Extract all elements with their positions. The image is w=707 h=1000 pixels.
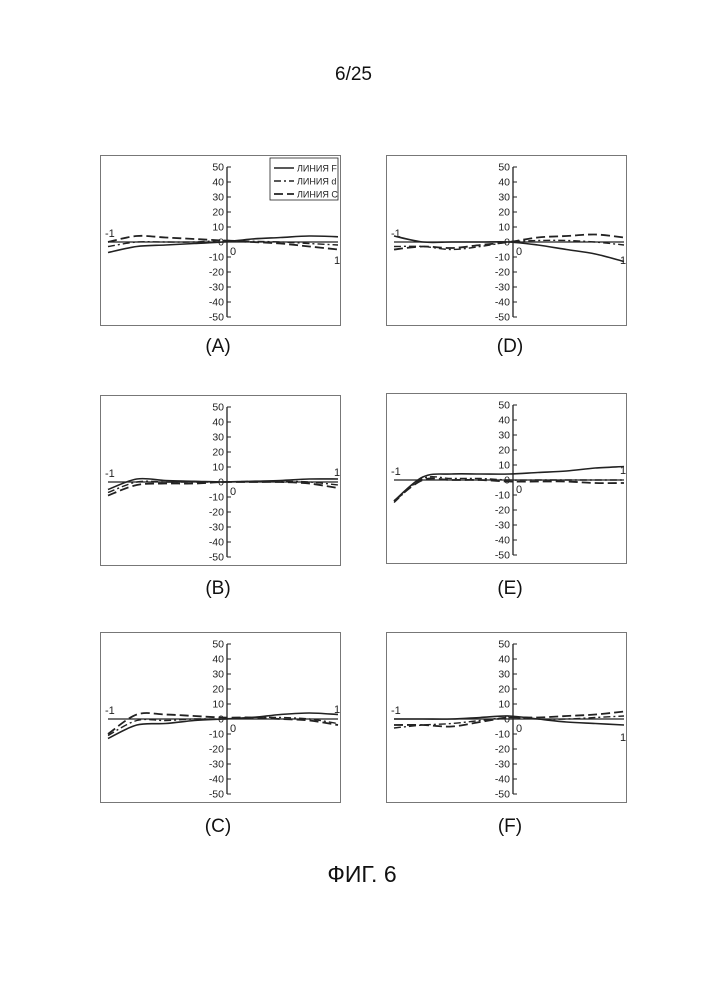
y-tick-label: 30 [498, 669, 510, 681]
y-tick-label: -30 [495, 282, 510, 294]
page-number: 6/25 [0, 64, 707, 86]
chart-panel-b: 50403020100-10-20-30-40-50-101 [100, 395, 341, 566]
caption-f: (F) [470, 816, 550, 838]
x-tick-label: -1 [391, 466, 401, 478]
chart-svg: 50403020100-10-20-30-40-50-101ЛИНИЯ FЛИН… [100, 155, 341, 326]
y-tick-label: -50 [209, 312, 224, 324]
y-tick-label: 40 [498, 415, 510, 427]
y-tick-label: 30 [498, 192, 510, 204]
y-tick-label: 10 [212, 462, 224, 474]
chart-svg: 50403020100-10-20-30-40-50-101 [386, 393, 627, 564]
x-tick-label: 0 [230, 486, 236, 498]
y-tick-label: -40 [209, 774, 224, 786]
legend-label: ЛИНИЯ C [297, 190, 338, 200]
caption-a: (A) [178, 336, 258, 358]
y-tick-label: 40 [498, 654, 510, 666]
y-tick-label: -10 [495, 252, 510, 264]
legend-label: ЛИНИЯ d [297, 177, 336, 187]
y-tick-label: -30 [495, 520, 510, 532]
chart-svg: 50403020100-10-20-30-40-50-101 [100, 632, 341, 803]
x-tick-label: 0 [230, 246, 236, 258]
y-tick-label: 10 [498, 222, 510, 234]
x-tick-label: 0 [516, 723, 522, 735]
y-tick-label: -20 [209, 507, 224, 519]
caption-e: (E) [470, 578, 550, 600]
y-tick-label: -20 [209, 267, 224, 279]
y-tick-label: 30 [498, 430, 510, 442]
y-tick-label: -30 [495, 759, 510, 771]
y-tick-label: -30 [209, 522, 224, 534]
caption-c: (C) [178, 816, 258, 838]
y-tick-label: -40 [495, 535, 510, 547]
chart-panel-e: 50403020100-10-20-30-40-50-101 [386, 393, 627, 564]
y-tick-label: 40 [498, 177, 510, 189]
y-tick-label: 10 [212, 222, 224, 234]
y-tick-label: 40 [212, 654, 224, 666]
y-tick-label: 10 [212, 699, 224, 711]
y-tick-label: 20 [498, 445, 510, 457]
y-tick-label: 30 [212, 432, 224, 444]
y-tick-label: 30 [212, 669, 224, 681]
y-tick-label: 50 [498, 162, 510, 174]
y-tick-label: 40 [212, 417, 224, 429]
x-tick-label: 1 [334, 255, 340, 267]
y-tick-label: -40 [495, 297, 510, 309]
chart-panel-d: 50403020100-10-20-30-40-50-101 [386, 155, 627, 326]
y-tick-label: 50 [498, 639, 510, 651]
x-tick-label: 0 [516, 484, 522, 496]
caption-d: (D) [470, 336, 550, 358]
chart-svg: 50403020100-10-20-30-40-50-101 [386, 155, 627, 326]
caption-b: (B) [178, 578, 258, 600]
x-tick-label: -1 [391, 228, 401, 240]
x-tick-label: -1 [105, 705, 115, 717]
y-tick-label: 30 [212, 192, 224, 204]
y-tick-label: -30 [209, 282, 224, 294]
y-tick-label: -10 [209, 729, 224, 741]
legend-label: ЛИНИЯ F [297, 164, 337, 174]
y-tick-label: 40 [212, 177, 224, 189]
y-tick-label: 20 [212, 207, 224, 219]
y-tick-label: 20 [498, 207, 510, 219]
x-tick-label: 1 [620, 732, 626, 744]
y-tick-label: -40 [495, 774, 510, 786]
x-tick-label: 0 [230, 723, 236, 735]
chart-panel-a: 50403020100-10-20-30-40-50-101ЛИНИЯ FЛИН… [100, 155, 341, 326]
y-tick-label: 20 [498, 684, 510, 696]
x-tick-label: -1 [105, 228, 115, 240]
x-tick-label: 0 [516, 246, 522, 258]
y-tick-label: 50 [212, 402, 224, 414]
y-tick-label: -20 [495, 267, 510, 279]
y-tick-label: -10 [209, 252, 224, 264]
x-tick-label: -1 [391, 705, 401, 717]
y-tick-label: -50 [495, 550, 510, 562]
y-tick-label: -20 [495, 744, 510, 756]
x-tick-label: -1 [105, 468, 115, 480]
chart-panel-c: 50403020100-10-20-30-40-50-101 [100, 632, 341, 803]
y-tick-label: 20 [212, 447, 224, 459]
y-tick-label: -30 [209, 759, 224, 771]
chart-panel-f: 50403020100-10-20-30-40-50-101 [386, 632, 627, 803]
y-tick-label: 50 [212, 639, 224, 651]
y-tick-label: -50 [495, 789, 510, 801]
figure-title: ФИГ. 6 [0, 861, 707, 888]
y-tick-label: -40 [209, 297, 224, 309]
y-tick-label: -40 [209, 537, 224, 549]
y-tick-label: -50 [209, 552, 224, 564]
y-tick-label: -10 [495, 729, 510, 741]
y-tick-label: -20 [495, 505, 510, 517]
y-tick-label: 50 [498, 400, 510, 412]
y-tick-label: 50 [212, 162, 224, 174]
legend: ЛИНИЯ F ЛИНИЯ d ЛИНИЯ C [270, 158, 338, 200]
y-tick-label: -10 [209, 492, 224, 504]
y-tick-label: -50 [495, 312, 510, 324]
chart-svg: 50403020100-10-20-30-40-50-101 [386, 632, 627, 803]
x-tick-label: 1 [334, 467, 340, 479]
y-tick-label: 10 [498, 699, 510, 711]
y-tick-label: -50 [209, 789, 224, 801]
chart-svg: 50403020100-10-20-30-40-50-101 [100, 395, 341, 566]
y-tick-label: -20 [209, 744, 224, 756]
y-tick-label: 20 [212, 684, 224, 696]
y-tick-label: 10 [498, 460, 510, 472]
y-tick-label: -10 [495, 490, 510, 502]
